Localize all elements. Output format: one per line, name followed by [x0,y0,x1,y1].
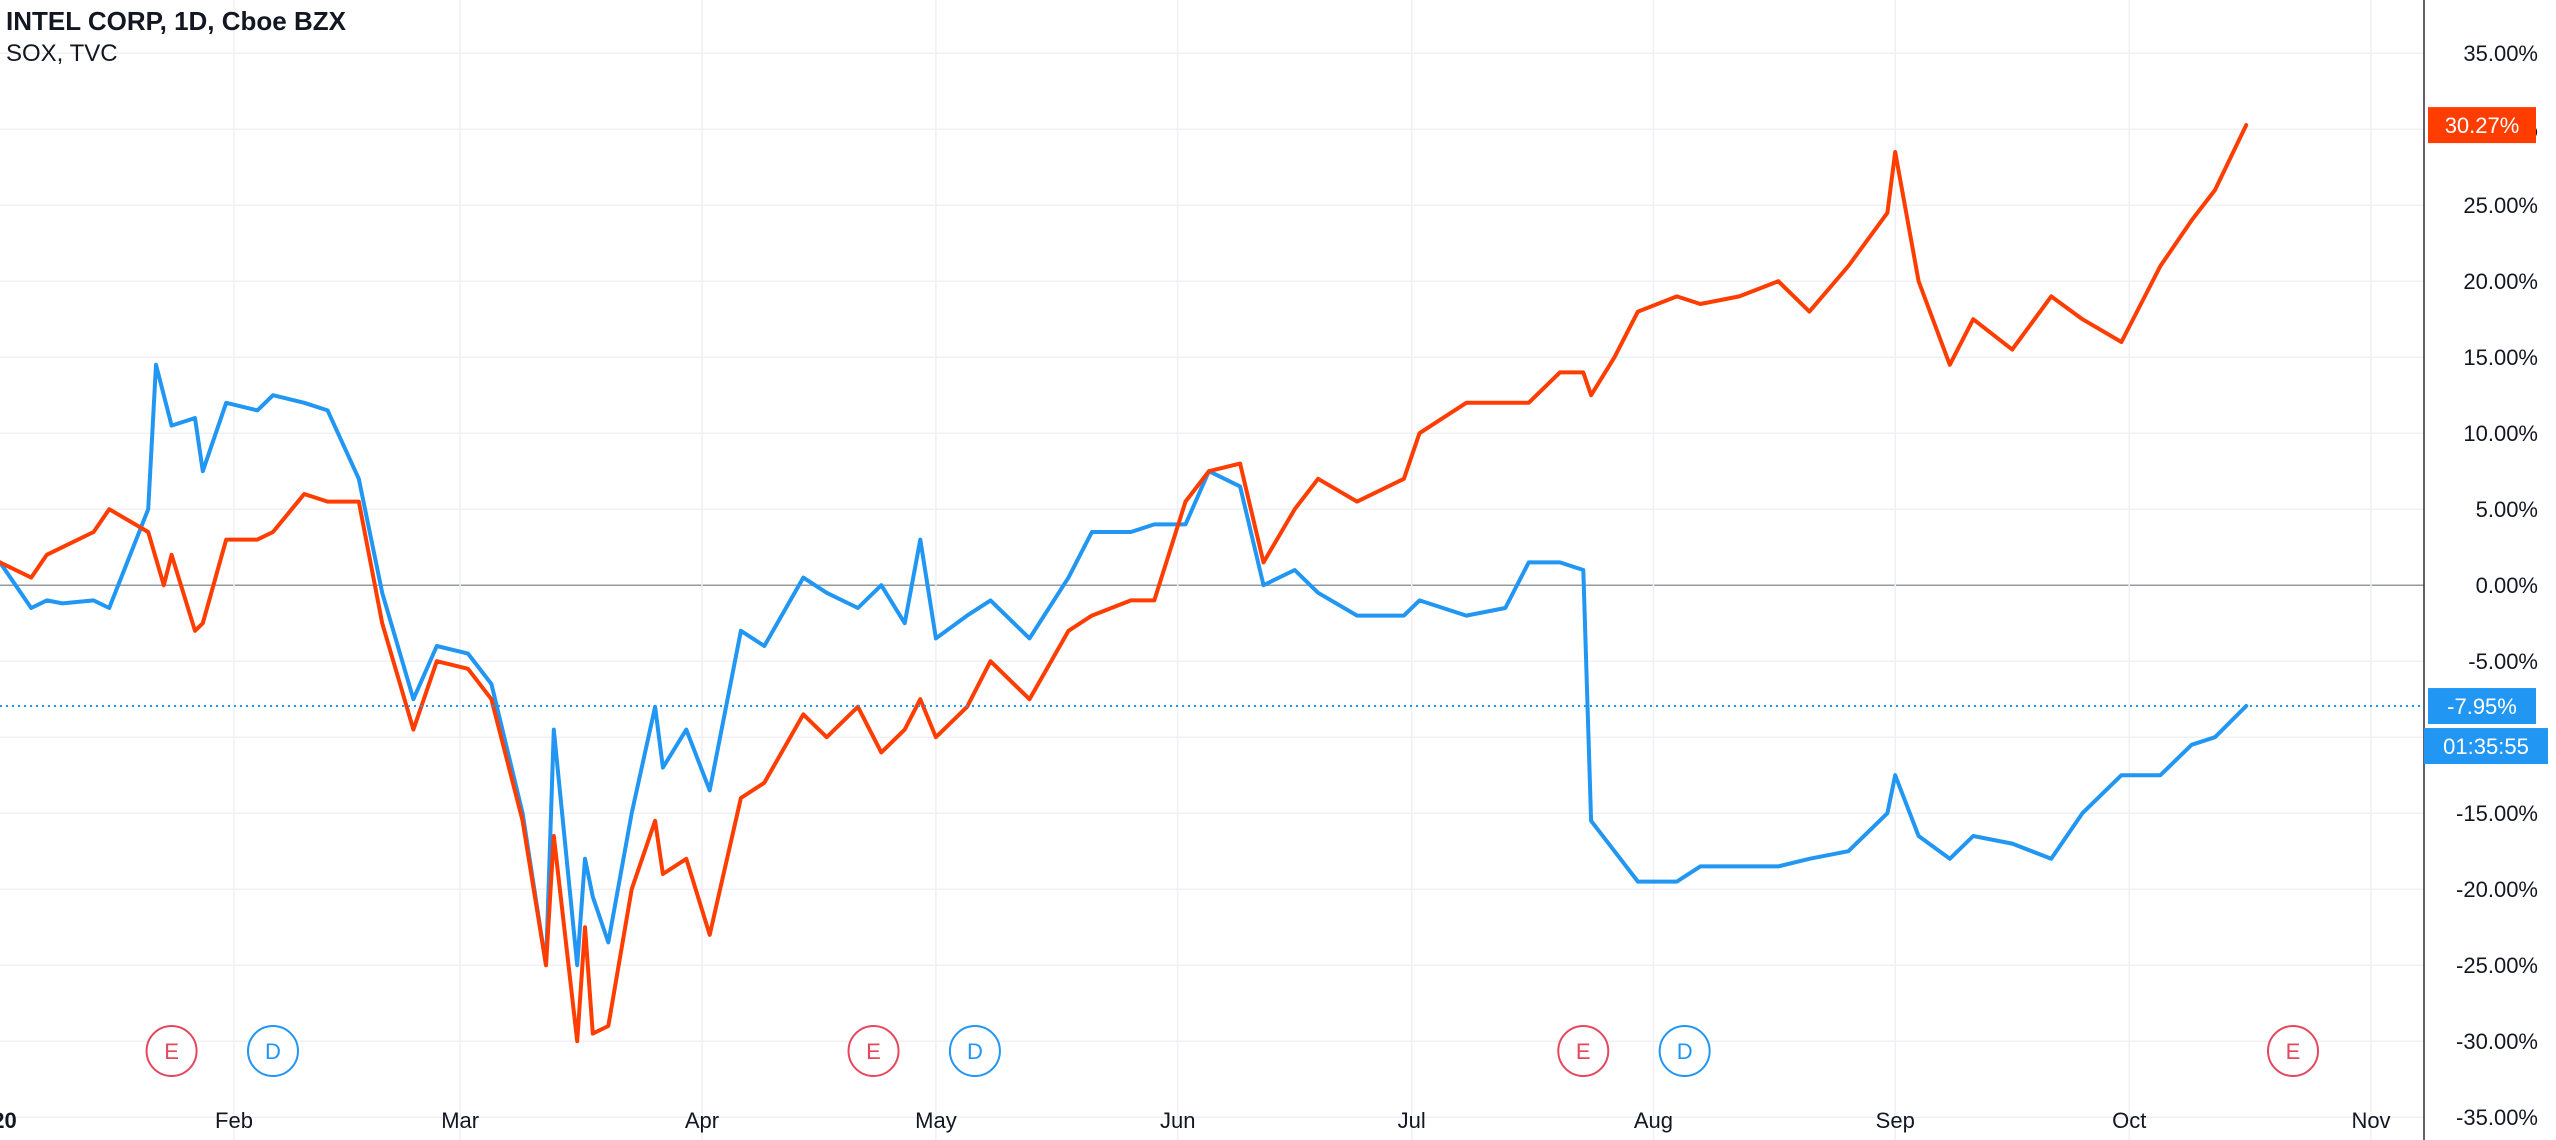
series-line-intc [0,362,2249,968]
earnings-marker-label: E [866,1039,881,1064]
x-tick-label: Feb [215,1108,253,1133]
y-tick-label: 0.00% [2476,573,2538,598]
x-tick-label: May [915,1108,957,1133]
sox-price-tag [2428,107,2536,144]
earnings-marker-circle [847,1025,900,1077]
earnings-marker-label: E [1576,1039,1591,1064]
dividend-marker-circle [948,1025,1001,1077]
earnings-marker-circle [1557,1025,1610,1077]
countdown-tag [2424,728,2548,765]
x-tick-label: Mar [441,1108,479,1133]
earnings-marker-circle [2267,1025,2320,1077]
y-tick-label: -20.00% [2456,877,2538,902]
intc-price-tag-label: -7.95% [2447,694,2517,719]
x-tick-label: Jul [1398,1108,1426,1133]
sox-price-tag-label: 30.27% [2445,113,2520,138]
y-tick-label: -5.00% [2468,649,2538,674]
dividend-marker-label: D [1677,1039,1693,1064]
x-tick-label: Nov [2351,1108,2390,1133]
dividend-marker-label: D [967,1039,983,1064]
x-tick-label: Oct [2112,1108,2146,1133]
legend-primary-symbol[interactable]: INTEL CORP, 1D, Cboe BZX [6,6,346,36]
time-axis[interactable]: 2020 Feb Mar Apr May Jun Jul Aug Sep Oct Nov [0,1108,2391,1133]
y-tick-label: -15.00% [2456,801,2538,826]
dividend-marker-circle [246,1025,299,1077]
x-tick-label: 2020 [0,1108,17,1133]
dividend-marker-label: D [265,1039,281,1064]
y-tick-label: -35.00% [2456,1105,2538,1130]
y-tick-label: 25.00% [2463,193,2538,218]
earnings-marker-circle [145,1025,198,1077]
x-tick-label: Sep [1876,1108,1915,1133]
price-axis[interactable]: 35.00%30.00%25.00%20.00%15.00%10.00%5.00… [2456,41,2538,1130]
series-layer [0,123,2424,1044]
x-tick-label: Apr [685,1108,719,1133]
y-tick-label: 15.00% [2463,345,2538,370]
series-line-sox [0,123,2249,1044]
grid [0,0,2424,1140]
y-tick-label: 20.00% [2463,269,2538,294]
earnings-marker-label: E [2286,1039,2301,1064]
legend-compare-symbol[interactable]: SOX, TVC [6,40,118,67]
chart-legend: INTEL CORP, 1D, Cboe BZX SOX, TVC [6,4,346,70]
y-tick-label: 5.00% [2476,497,2538,522]
y-tick-label: -30.00% [2456,1029,2538,1054]
y-tick-label: 35.00% [2463,41,2538,66]
dividend-marker-circle [1658,1025,1711,1077]
countdown-tag-label: 01:35:55 [2443,734,2529,759]
x-tick-label: Aug [1634,1108,1673,1133]
x-tick-label: Jun [1160,1108,1195,1133]
price-tags: 30.27% -7.95% 01:35:55 [2424,107,2548,765]
y-tick-label: -25.00% [2456,953,2538,978]
intc-price-tag [2428,688,2536,725]
y-tick-label: 10.00% [2463,421,2538,446]
plot-background[interactable] [0,0,2424,1140]
earnings-marker-label: E [164,1039,179,1064]
